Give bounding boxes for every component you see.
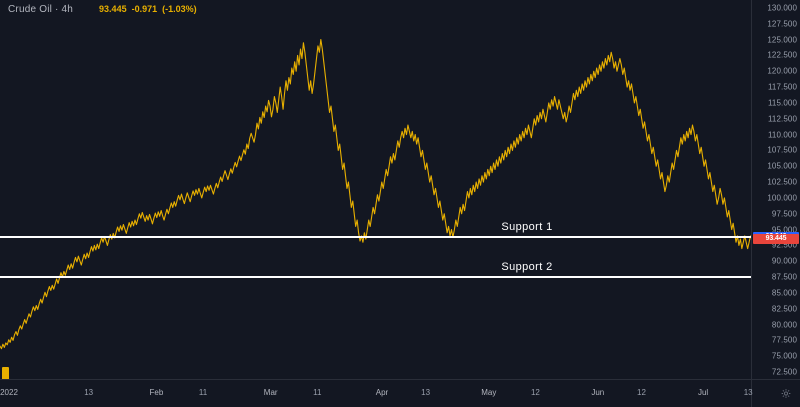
- chart-legend[interactable]: Crude Oil · 4h 93.445 -0.971 (-1.03%): [8, 4, 197, 15]
- axis-separator: [751, 380, 752, 407]
- price-change-percent: (-1.03%): [162, 4, 197, 14]
- price-plot[interactable]: [0, 0, 752, 380]
- price-tick-130.000: 130.000: [767, 3, 797, 13]
- price-line-svg: [0, 39, 752, 350]
- time-tick-Jul: Jul: [697, 388, 709, 397]
- price-tick-102.500: 102.500: [767, 177, 797, 187]
- quote-block: 93.445 -0.971 (-1.03%): [99, 4, 197, 14]
- last-price-badge[interactable]: 93.445: [753, 234, 799, 245]
- price-tick-80.000: 80.000: [771, 320, 797, 330]
- price-tick-112.500: 112.500: [767, 114, 797, 124]
- price-tick-120.000: 120.000: [767, 66, 797, 76]
- time-axis[interactable]: 2022 13 Feb 11 Mar 11 Apr 13 May 12 Jun 12 Jul 13: [0, 379, 800, 407]
- symbol-title[interactable]: Crude Oil · 4h: [8, 4, 74, 15]
- time-tick-2022: 2022: [0, 388, 18, 397]
- price-change: -0.971: [131, 4, 158, 14]
- price-tick-95.000: 95.000: [771, 225, 797, 235]
- price-tick-107.500: 107.500: [767, 145, 797, 155]
- price-tick-127.500: 127.500: [767, 19, 797, 29]
- time-tick-12: 12: [530, 388, 540, 397]
- price-tick-97.500: 97.500: [771, 209, 797, 219]
- time-tick-Mar: Mar: [263, 388, 278, 397]
- time-tick-Jun: Jun: [591, 388, 605, 397]
- time-tick-12: 12: [637, 388, 646, 397]
- price-tick-100.000: 100.000: [767, 193, 797, 203]
- support-label-2[interactable]: Support 2: [501, 261, 553, 274]
- price-tick-92.500: 92.500: [771, 240, 797, 250]
- time-tick-11: 11: [198, 388, 208, 397]
- price-tick-90.000: 90.000: [771, 256, 797, 266]
- price-tick-82.500: 82.500: [771, 304, 797, 314]
- price-tick-115.000: 115.000: [767, 98, 797, 108]
- price-tick-77.500: 77.500: [771, 335, 797, 345]
- support-line-2[interactable]: [0, 276, 752, 279]
- support-line-1[interactable]: [0, 235, 752, 238]
- price-tick-85.000: 85.000: [771, 288, 797, 298]
- price-tick-105.000: 105.000: [767, 161, 797, 171]
- last-price: 93.445: [99, 4, 127, 14]
- price-axis[interactable]: 130.000 127.500 125.000 122.500 120.000 117.5…: [751, 0, 800, 380]
- gear-icon[interactable]: [781, 388, 792, 399]
- time-tick-11: 11: [313, 388, 322, 397]
- time-tick-13: 13: [84, 388, 94, 397]
- session-start-marker: [2, 367, 9, 380]
- time-tick-13: 13: [421, 388, 431, 397]
- price-tick-122.500: 122.500: [767, 50, 797, 60]
- price-tick-87.500: 87.500: [771, 272, 797, 282]
- price-line: [0, 39, 752, 350]
- price-tick-117.500: 117.500: [767, 82, 797, 92]
- price-tick-72.500: 72.500: [771, 367, 797, 377]
- price-tick-75.000: 75.000: [771, 351, 797, 361]
- price-tick-110.000: 110.000: [767, 130, 797, 140]
- support-label-1[interactable]: Support 1: [501, 220, 553, 233]
- time-tick-May: May: [481, 388, 497, 397]
- time-tick-Feb: Feb: [149, 388, 164, 397]
- time-tick-Apr: Apr: [375, 388, 389, 397]
- time-tick-13: 13: [743, 388, 753, 397]
- price-tick-125.000: 125.000: [767, 35, 797, 45]
